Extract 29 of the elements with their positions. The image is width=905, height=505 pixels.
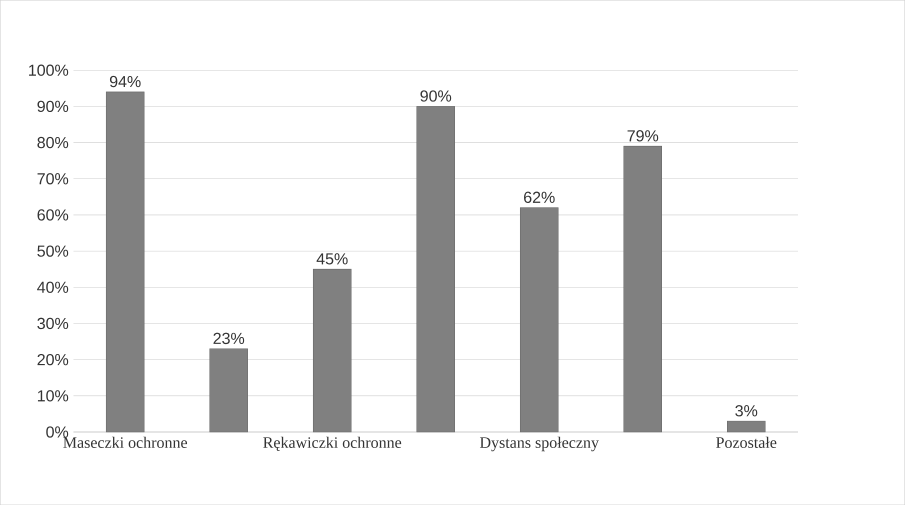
data-label: 23% bbox=[214, 332, 244, 344]
y-tick-label: 70% bbox=[38, 172, 68, 184]
x-tick-label: Maseczki ochronne bbox=[63, 436, 188, 448]
y-tick-label: 20% bbox=[38, 354, 68, 366]
y-tick-label: 100% bbox=[29, 64, 68, 76]
bar bbox=[106, 92, 144, 432]
bar bbox=[209, 348, 248, 432]
data-label: 90% bbox=[420, 90, 452, 102]
data-label: 3% bbox=[735, 405, 758, 416]
y-tick-label: 10% bbox=[38, 390, 68, 402]
x-tick-label: Pozostałe bbox=[716, 436, 776, 448]
data-label: 94% bbox=[110, 76, 141, 88]
bar bbox=[726, 420, 766, 432]
data-label: 62% bbox=[524, 192, 555, 203]
y-tick-label: 0% bbox=[46, 426, 68, 438]
y-tick-label: 30% bbox=[37, 318, 68, 330]
y-tick-label: 80% bbox=[37, 136, 68, 148]
bar bbox=[416, 106, 455, 432]
data-label: 45% bbox=[316, 253, 348, 264]
y-tick-label: 60% bbox=[38, 209, 68, 220]
bar bbox=[312, 268, 352, 432]
y-tick-label: 40% bbox=[37, 282, 68, 293]
data-label: 79% bbox=[628, 130, 658, 142]
x-tick-label: Dystans społeczny bbox=[480, 436, 599, 452]
y-tick-label: 90% bbox=[37, 100, 68, 112]
bar bbox=[623, 146, 662, 432]
bar bbox=[520, 207, 558, 432]
x-tick-label: Rękawiczki ochronne bbox=[263, 436, 402, 451]
y-tick-label: 50% bbox=[37, 245, 68, 257]
